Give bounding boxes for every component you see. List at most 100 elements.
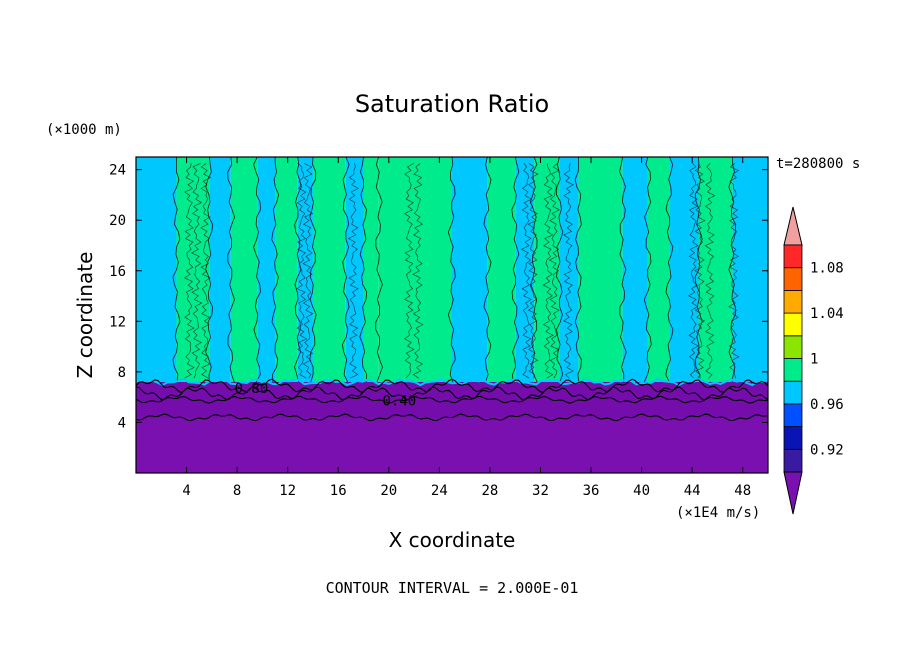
scribble-15: [704, 163, 716, 379]
x-axis-ticks: 4 8 12 16 20 24 28 32 36 40 44 48: [182, 157, 751, 499]
y-tick-label-24: 24: [109, 163, 126, 179]
scribble-0: [183, 163, 195, 379]
upper-band-13: [515, 157, 535, 382]
scribble-1: [190, 162, 203, 379]
band-edge-10: [375, 156, 383, 383]
upper-band-18: [647, 157, 670, 382]
band-edge-8: [341, 156, 350, 383]
upper-band-20: [698, 157, 733, 382]
chart-title: Saturation Ratio: [355, 90, 549, 118]
colorbar-label-2: 1: [810, 352, 818, 368]
scribble-9: [527, 163, 539, 379]
colorbar-over-triangle: [783, 206, 803, 246]
band-edge-15: [555, 156, 564, 383]
band-edge-14: [529, 156, 538, 383]
upper-band-7: [312, 157, 346, 382]
scribble-11: [548, 163, 561, 379]
band-edge-18: [643, 156, 652, 383]
x-tick-label-28: 28: [481, 483, 498, 499]
colorbar-label-0: 0.92: [810, 442, 844, 458]
band-edge-16: [574, 156, 582, 383]
band-edge-19: [665, 156, 674, 383]
upper-band-6: [297, 157, 313, 382]
x-tick-label-4: 4: [182, 483, 190, 499]
band-edge-20: [694, 156, 703, 383]
colorbar-segment-2: [783, 403, 803, 427]
y-axis-label: Z coordinate: [73, 252, 97, 379]
x-tick-label-44: 44: [684, 483, 701, 499]
upper-band-10: [378, 157, 452, 382]
upper-band-5: [275, 157, 298, 382]
x-tick-label-12: 12: [279, 483, 296, 499]
x-tick-label-16: 16: [330, 483, 347, 499]
contour-0.4: [135, 395, 769, 404]
x-tick-label-24: 24: [431, 483, 448, 499]
x-tick-label-32: 32: [532, 483, 549, 499]
x-tick-label-20: 20: [380, 483, 397, 499]
colorbar-under-triangle: [783, 471, 803, 515]
colorbar-segment-1: [783, 426, 803, 450]
band-edge-12: [483, 156, 492, 383]
contour-labels: 0.80 0.40: [235, 381, 417, 410]
y-tick-label-4: 4: [118, 415, 126, 431]
time-label: t=280800 s: [776, 156, 860, 172]
band-edge-11: [447, 156, 456, 383]
upper-band-16: [578, 157, 623, 382]
colorbar-label-4: 1.08: [810, 261, 844, 277]
scribble-13: [687, 163, 700, 379]
x-tick-label-36: 36: [583, 483, 600, 499]
colorbar-segment-6: [783, 312, 803, 337]
y-units-label: (×1000 m): [46, 122, 122, 138]
y-tick-label-20: 20: [109, 213, 126, 229]
upper-band-3: [230, 157, 258, 382]
x-axis-label: X coordinate: [389, 528, 516, 552]
scribble-16: [728, 163, 740, 379]
x-tick-label-48: 48: [734, 483, 751, 499]
upper-band-17: [622, 157, 648, 382]
x-tick-label-40: 40: [633, 483, 650, 499]
y-axis-ticks: 4 8 12 16 20 24: [109, 163, 768, 431]
interface-line: [135, 377, 769, 387]
upper-band-0: [136, 157, 177, 382]
band-edge-4: [253, 156, 262, 383]
colorbar-segment-0: [783, 448, 803, 473]
colorbar-segment-7: [783, 289, 803, 314]
upper-band-15: [559, 157, 579, 382]
scribble-2: [199, 163, 212, 379]
band-edge-17: [619, 156, 627, 382]
colorbar-segment-4: [783, 358, 803, 382]
upper-band-9: [363, 157, 379, 382]
x-tick-label-8: 8: [233, 483, 241, 499]
colorbar-segment-3: [783, 380, 803, 405]
upper-band-4: [257, 157, 276, 382]
band-edge-7: [309, 156, 317, 383]
colorbar-segment-8: [783, 267, 803, 291]
colorbar: 0.92 0.96 1 1.04 1.08: [783, 206, 844, 515]
scribble-8: [520, 163, 533, 379]
upper-band-1: [176, 157, 210, 382]
colorbar-label-3: 1.04: [810, 306, 844, 322]
band-edge-2: [205, 156, 214, 383]
scribble-3: [296, 163, 308, 379]
y-tick-label-16: 16: [109, 264, 126, 280]
y-tick-label-8: 8: [118, 365, 126, 381]
x-units-label: (×1E4 m/s): [676, 505, 760, 521]
contour-label-1: 0.40: [382, 394, 416, 410]
scribble-6: [403, 162, 415, 379]
contour-lines: [135, 378, 769, 422]
plot-frame: [135, 156, 769, 474]
band-edge-13: [511, 156, 520, 383]
contour-interval-footer: CONTOUR INTERVAL = 2.000E-01: [326, 579, 579, 597]
boundary-layer-shade: [136, 381, 768, 418]
band-edge-3: [227, 156, 236, 383]
scribble-12: [562, 163, 574, 379]
plot-area: [135, 156, 769, 473]
band-edge-1: [172, 156, 181, 383]
upper-band-12: [487, 157, 516, 382]
upper-band-11: [452, 157, 488, 382]
scribble-10: [542, 163, 554, 379]
band-edge-5: [271, 156, 280, 383]
colorbar-segment-5: [783, 335, 803, 359]
colorbar-label-1: 0.96: [810, 397, 844, 413]
